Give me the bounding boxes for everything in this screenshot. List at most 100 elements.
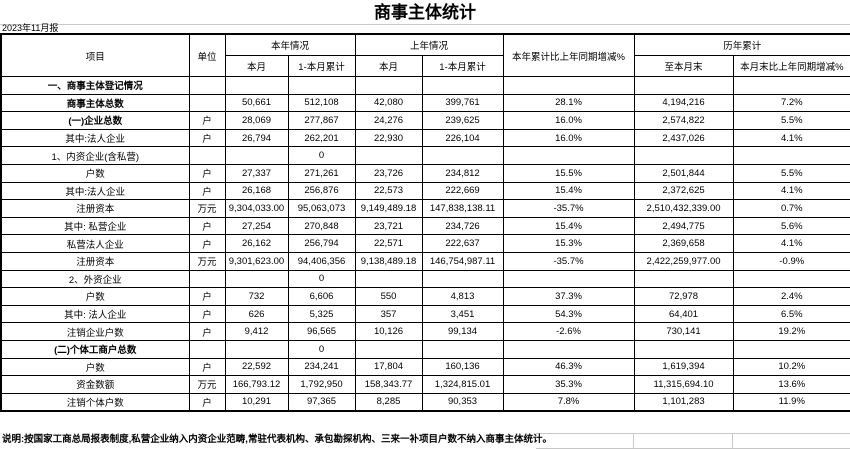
cell-month-end-yoy: 10.2% <box>732 357 850 377</box>
table-row: 私营法人企业户 26,162 256,794 22,571 222,637 15.3% 2,… <box>0 234 850 253</box>
cell-ly-ytd: 99,134 <box>421 322 504 341</box>
cell-item: 一、商事主体登记情况 <box>0 76 190 95</box>
gridline-footer-top <box>536 433 850 434</box>
table-row: 其中: 私营企业户 27,254 270,848 23,721 234,726 15.4%… <box>0 216 850 236</box>
cell-month-end-yoy: 0.7% <box>732 199 850 218</box>
cell-ly-month: 23,721 <box>354 216 423 236</box>
cell-ytd: 256,794 <box>287 234 356 253</box>
cell-month-end-yoy: 13.6% <box>732 375 850 394</box>
cell-unit <box>188 339 226 359</box>
cell-this-month: 26,162 <box>224 234 289 253</box>
cell-ly-month: 9,138,489.18 <box>354 251 423 271</box>
table-row: 注销企业户数户 9,412 96,565 10,126 99,134 -2.6% 730,1… <box>0 322 850 341</box>
cell-month-end-yoy: 4.1% <box>732 128 850 148</box>
cell-month-end-yoy: -0.9% <box>732 251 850 271</box>
cell-this-month: 27,337 <box>224 163 289 183</box>
cell-item: 注销企业户数 <box>0 322 190 341</box>
cell-yoy-change: 15.4% <box>502 181 635 201</box>
cell-ytd: 0 <box>287 339 356 359</box>
cell-month-end-yoy <box>732 269 850 289</box>
cell-to-month-end: 2,422,259,977.00 <box>633 251 734 271</box>
cell-unit: 户 <box>188 111 226 130</box>
cell-ly-month: 22,930 <box>354 128 423 148</box>
cell-to-month-end <box>633 269 734 289</box>
cell-ytd: 234,241 <box>287 357 356 377</box>
cell-unit <box>188 76 226 95</box>
table-row: 商事主体总数 50,661 512,108 42,080 399,761 28.1% 4,1… <box>0 93 850 113</box>
cell-to-month-end: 1,619,394 <box>633 357 734 377</box>
table-row: 注销个体户数户 10,291 97,365 8,285 90,353 7.8% 1,101,… <box>0 392 850 412</box>
cell-ytd: 270,848 <box>287 216 356 236</box>
cell-to-month-end <box>633 76 734 95</box>
cell-ytd <box>287 76 356 95</box>
cell-unit: 户 <box>188 128 226 148</box>
cell-ytd: 95,063,073 <box>287 199 356 218</box>
cell-item: 注册资本 <box>0 251 190 271</box>
page-title: 商事主体统计 <box>0 1 850 24</box>
table-row: (一)企业总数户 28,069 277,867 24,276 239,625 16.0% 2… <box>0 111 850 130</box>
cell-item: 其中:法人企业 <box>0 181 190 201</box>
cell-ly-ytd: 146,754,987.11 <box>421 251 504 271</box>
cell-yoy-change: 46.3% <box>502 357 635 377</box>
cell-this-month: 22,592 <box>224 357 289 377</box>
cell-unit: 户 <box>188 163 226 183</box>
cell-this-month: 166,793.12 <box>224 375 289 394</box>
cell-ytd: 277,867 <box>287 111 356 130</box>
cell-month-end-yoy: 7.2% <box>732 93 850 113</box>
cell-ly-month: 357 <box>354 304 423 324</box>
cell-unit: 户 <box>188 181 226 201</box>
cell-this-month: 10,291 <box>224 392 289 412</box>
cell-yoy-change <box>502 269 635 289</box>
cell-ly-ytd: 234,726 <box>421 216 504 236</box>
cell-ytd: 97,365 <box>287 392 356 412</box>
cell-ytd: 94,406,356 <box>287 251 356 271</box>
cell-ly-ytd: 222,669 <box>421 181 504 201</box>
cell-ytd: 271,261 <box>287 163 356 183</box>
table-row: (二)个体工商户总数 0 <box>0 339 850 359</box>
col-header-ytd: 1-本月累计 <box>287 55 356 77</box>
cell-item: 私营法人企业 <box>0 234 190 253</box>
cell-ytd: 5,325 <box>287 304 356 324</box>
table-row: 2、外资企业 0 <box>0 269 850 289</box>
cell-month-end-yoy: 19.2% <box>732 322 850 341</box>
cell-unit <box>188 93 226 113</box>
gridline-under-title <box>0 24 850 25</box>
cell-this-month <box>224 146 289 165</box>
report-period: 2023年11月报 <box>2 23 59 33</box>
cell-ly-month: 42,080 <box>354 93 423 113</box>
footnote: 说明:按国家工商总局报表制度,私营企业纳入内资企业范畴,常驻代表机构、承包勘探机… <box>2 434 552 445</box>
cell-month-end-yoy: 11.9% <box>732 392 850 412</box>
cell-ytd: 6,606 <box>287 287 356 306</box>
cell-to-month-end: 1,101,283 <box>633 392 734 412</box>
cell-unit: 万元 <box>188 251 226 271</box>
table-row: 户数户 22,592 234,241 17,804 160,136 46.3% 1,619,… <box>0 357 850 377</box>
cell-ly-ytd: 160,136 <box>421 357 504 377</box>
col-header-to-month-end: 至本月末 <box>633 55 734 77</box>
cell-this-month: 28,069 <box>224 111 289 130</box>
col-header-this-month: 本月 <box>224 55 289 77</box>
cell-to-month-end: 72,978 <box>633 287 734 306</box>
cell-unit: 户 <box>188 287 226 306</box>
cell-ytd: 96,565 <box>287 322 356 341</box>
cell-unit: 户 <box>188 234 226 253</box>
cell-item: (二)个体工商户总数 <box>0 339 190 359</box>
table-row: 资金数额 万元 166,793.12 1,792,950 158,343.77 1,324… <box>0 375 850 394</box>
cell-yoy-change: 16.0% <box>502 128 635 148</box>
col-header-ly-ytd: 1-本月累计 <box>421 55 504 77</box>
stats-table-header: 项目 单位 本年情况 上年情况 本年累计比上年同期增减% 历年累计 本月 1-本… <box>0 33 850 77</box>
cell-month-end-yoy <box>732 76 850 95</box>
cell-yoy-change: 15.3% <box>502 234 635 253</box>
col-group-historic: 历年累计 <box>633 33 850 56</box>
cell-ly-ytd: 222,637 <box>421 234 504 253</box>
col-group-this-year: 本年情况 <box>224 33 356 56</box>
cell-ly-ytd <box>421 339 504 359</box>
cell-unit: 户 <box>188 357 226 377</box>
cell-yoy-change: -35.7% <box>502 251 635 271</box>
cell-unit: 户 <box>188 392 226 412</box>
cell-month-end-yoy: 2.4% <box>732 287 850 306</box>
cell-ytd: 256,876 <box>287 181 356 201</box>
cell-ly-ytd: 3,451 <box>421 304 504 324</box>
table-row: 注册资本 万元 9,304,033.00 95,063,073 9,149,489.18… <box>0 199 850 218</box>
cell-ytd: 0 <box>287 146 356 165</box>
cell-yoy-change: 37.3% <box>502 287 635 306</box>
